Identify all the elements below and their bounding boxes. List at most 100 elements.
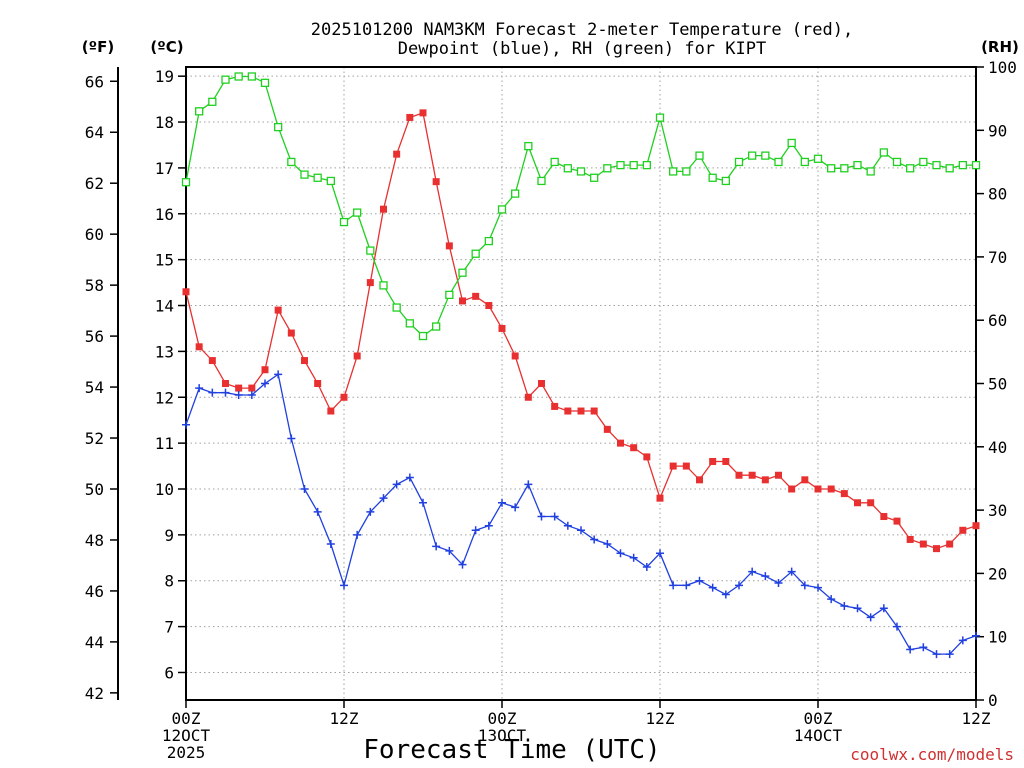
data-point bbox=[761, 572, 770, 581]
data-point bbox=[563, 164, 572, 173]
data-point bbox=[471, 249, 480, 258]
fahrenheit-tick-label: 64 bbox=[85, 123, 104, 142]
data-point bbox=[524, 141, 533, 151]
data-point bbox=[682, 581, 691, 590]
data-point bbox=[511, 352, 519, 360]
data-point bbox=[629, 553, 638, 562]
credit-link[interactable]: coolwx.com/models bbox=[850, 745, 1014, 764]
data-point bbox=[497, 205, 507, 214]
data-point bbox=[366, 279, 374, 287]
data-point bbox=[393, 150, 401, 158]
data-point bbox=[485, 302, 493, 310]
data-point bbox=[748, 567, 757, 576]
data-point bbox=[366, 246, 375, 255]
chart-title-line-1: 2025101200 NAM3KM Forecast 2-meter Tempe… bbox=[311, 20, 853, 40]
data-point bbox=[590, 535, 599, 544]
data-point bbox=[208, 388, 217, 397]
data-point bbox=[326, 540, 335, 549]
data-point bbox=[195, 384, 204, 393]
data-point bbox=[550, 157, 559, 167]
data-point bbox=[313, 173, 322, 182]
data-point bbox=[248, 384, 256, 392]
data-point bbox=[301, 357, 308, 365]
data-point bbox=[682, 462, 690, 470]
data-point bbox=[708, 173, 717, 182]
celsius-tick-label: 6 bbox=[164, 663, 174, 682]
data-point bbox=[603, 425, 611, 433]
data-point bbox=[590, 173, 599, 182]
fahrenheit-tick-label: 44 bbox=[85, 633, 104, 652]
data-point bbox=[788, 485, 796, 493]
data-point bbox=[642, 160, 651, 170]
data-point bbox=[919, 643, 928, 652]
fahrenheit-tick-label: 50 bbox=[85, 480, 104, 499]
data-point bbox=[867, 499, 875, 507]
data-point bbox=[709, 457, 717, 465]
data-point bbox=[392, 480, 401, 489]
data-point bbox=[642, 562, 651, 571]
data-point bbox=[327, 407, 335, 415]
data-point bbox=[971, 160, 981, 170]
data-point bbox=[274, 306, 282, 314]
data-point bbox=[840, 601, 849, 610]
grid-lines bbox=[186, 67, 976, 700]
data-point bbox=[827, 485, 835, 493]
data-point bbox=[353, 352, 361, 360]
data-point bbox=[419, 498, 427, 507]
data-point bbox=[445, 546, 454, 555]
celsius-tick-label: 19 bbox=[155, 67, 174, 86]
data-point bbox=[853, 604, 862, 613]
data-point bbox=[748, 471, 756, 479]
data-point bbox=[458, 560, 467, 569]
data-point bbox=[893, 622, 901, 631]
data-point bbox=[484, 236, 493, 246]
data-point bbox=[472, 292, 480, 300]
celsius-tick-label: 8 bbox=[164, 572, 174, 591]
data-point bbox=[617, 439, 624, 447]
data-point bbox=[695, 151, 704, 160]
data-point bbox=[787, 567, 796, 576]
fahrenheit-axis-label: (ºF) bbox=[82, 38, 114, 56]
fahrenheit-tick-label: 60 bbox=[85, 225, 104, 244]
celsius-tick-label: 9 bbox=[164, 526, 174, 545]
data-point bbox=[945, 164, 954, 173]
data-point bbox=[537, 176, 546, 186]
data-point bbox=[748, 151, 757, 160]
x-tick-label: 13OCT bbox=[478, 726, 527, 745]
data-point bbox=[656, 494, 664, 502]
data-point bbox=[866, 167, 875, 176]
data-point bbox=[459, 297, 466, 305]
data-point bbox=[735, 581, 743, 590]
data-point bbox=[603, 164, 612, 173]
data-point bbox=[800, 581, 809, 590]
data-point bbox=[603, 540, 612, 549]
data-point bbox=[445, 242, 453, 250]
series-rh bbox=[181, 72, 981, 341]
data-point bbox=[313, 507, 322, 516]
data-point bbox=[287, 157, 296, 167]
data-point bbox=[261, 379, 269, 388]
celsius-tick-label: 13 bbox=[155, 342, 174, 361]
data-point bbox=[418, 331, 428, 341]
data-point bbox=[300, 485, 309, 493]
data-point bbox=[234, 72, 243, 81]
fahrenheit-tick-label: 42 bbox=[85, 684, 104, 703]
data-point bbox=[300, 170, 309, 179]
fahrenheit-tick-label: 48 bbox=[85, 531, 104, 550]
data-point bbox=[524, 393, 532, 401]
data-point bbox=[696, 476, 703, 484]
x-tick-label: 00Z bbox=[488, 709, 517, 728]
data-point bbox=[880, 513, 888, 521]
data-point bbox=[274, 370, 283, 379]
data-point bbox=[827, 164, 836, 173]
rh-tick-label: 50 bbox=[988, 375, 1007, 394]
data-point bbox=[366, 507, 375, 516]
celsius-tick-label: 18 bbox=[155, 113, 174, 132]
tick-labels: 6 7 8 9 10 11 12 13 14 15 16 17 18 19 42 44 46 48 50 52 54 56… bbox=[85, 58, 1017, 762]
axes bbox=[110, 66, 984, 708]
data-point bbox=[182, 420, 190, 429]
data-point bbox=[445, 290, 454, 300]
data-point bbox=[511, 189, 520, 198]
data-point bbox=[406, 113, 414, 121]
